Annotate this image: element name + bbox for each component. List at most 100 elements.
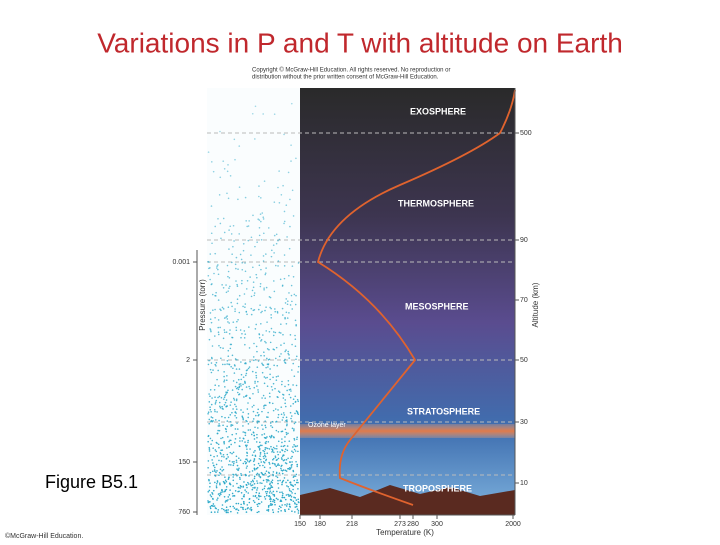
particle: [238, 445, 241, 447]
particle: [260, 197, 262, 199]
particle: [274, 447, 276, 450]
particle: [218, 385, 220, 387]
particle: [253, 458, 256, 460]
particle: [266, 385, 269, 388]
particle: [284, 402, 286, 405]
particle: [266, 481, 268, 483]
particle: [229, 498, 232, 500]
particle: [276, 476, 279, 479]
particle: [276, 364, 279, 367]
particle: [219, 222, 222, 225]
particle: [247, 441, 249, 444]
particle: [288, 274, 290, 277]
particle: [296, 445, 299, 447]
particle: [263, 466, 266, 469]
particle: [277, 390, 280, 392]
particle: [246, 313, 248, 316]
particle: [292, 488, 294, 491]
particle: [272, 511, 275, 514]
particle: [223, 442, 226, 445]
particle: [289, 468, 291, 471]
particle: [269, 490, 272, 492]
particle: [287, 479, 289, 482]
particle: [261, 410, 263, 413]
particle: [274, 456, 277, 459]
particle: [215, 295, 217, 297]
particle: [236, 359, 238, 361]
particle: [284, 362, 287, 364]
particle: [223, 496, 226, 498]
particle: [237, 509, 240, 512]
particle: [273, 463, 276, 465]
particle: [294, 395, 297, 398]
particle: [263, 487, 266, 490]
particle: [271, 503, 274, 506]
particle: [229, 329, 231, 331]
particle: [277, 498, 279, 501]
particle: [221, 405, 223, 408]
particle: [248, 460, 251, 463]
particle: [293, 437, 296, 440]
particle: [264, 448, 266, 451]
particle: [211, 293, 214, 296]
particle: [209, 408, 212, 411]
particle: [248, 385, 250, 388]
particle: [217, 425, 220, 427]
particle: [239, 459, 242, 461]
particle: [249, 429, 252, 431]
particle: [221, 455, 223, 458]
particle: [244, 196, 247, 199]
particle: [236, 512, 239, 514]
particle: [262, 464, 264, 467]
particle: [211, 491, 213, 494]
particle: [273, 436, 275, 439]
particle: [257, 308, 260, 311]
particle: [290, 499, 293, 501]
particle: [211, 439, 214, 442]
particle: [231, 452, 233, 455]
particle: [297, 501, 300, 503]
particle: [236, 464, 239, 467]
particle: [256, 487, 259, 489]
particle: [280, 445, 283, 448]
particle: [232, 245, 234, 248]
particle: [250, 433, 253, 436]
particle: [235, 405, 237, 408]
particle: [221, 306, 224, 309]
particle: [260, 461, 263, 463]
particle: [247, 225, 250, 227]
particle: [296, 438, 298, 441]
particle: [273, 364, 275, 367]
particle: [267, 363, 270, 365]
particle: [229, 175, 232, 177]
particle: [253, 463, 256, 466]
particle: [261, 424, 263, 426]
particle: [207, 411, 210, 413]
particle: [280, 430, 283, 433]
particle: [280, 323, 282, 325]
particle: [231, 305, 233, 308]
particle: [273, 495, 276, 497]
particle: [284, 440, 286, 443]
pressure-tick-label: 150: [178, 459, 190, 466]
particle: [258, 333, 260, 335]
particle: [297, 488, 299, 490]
particle: [228, 322, 231, 324]
particle: [258, 336, 261, 339]
particle: [262, 113, 264, 115]
particle: [227, 270, 230, 273]
particle: [228, 440, 230, 443]
particle: [214, 363, 217, 366]
particle: [251, 112, 254, 115]
particle: [215, 486, 218, 489]
particle: [216, 511, 219, 513]
particle: [277, 239, 279, 242]
particle: [219, 346, 222, 349]
particle: [256, 511, 259, 514]
particle: [297, 450, 299, 453]
particle: [246, 408, 249, 410]
particle: [290, 496, 293, 498]
particle: [263, 287, 265, 289]
particle: [287, 467, 290, 470]
layer-label: TROPOSPHERE: [403, 483, 472, 493]
